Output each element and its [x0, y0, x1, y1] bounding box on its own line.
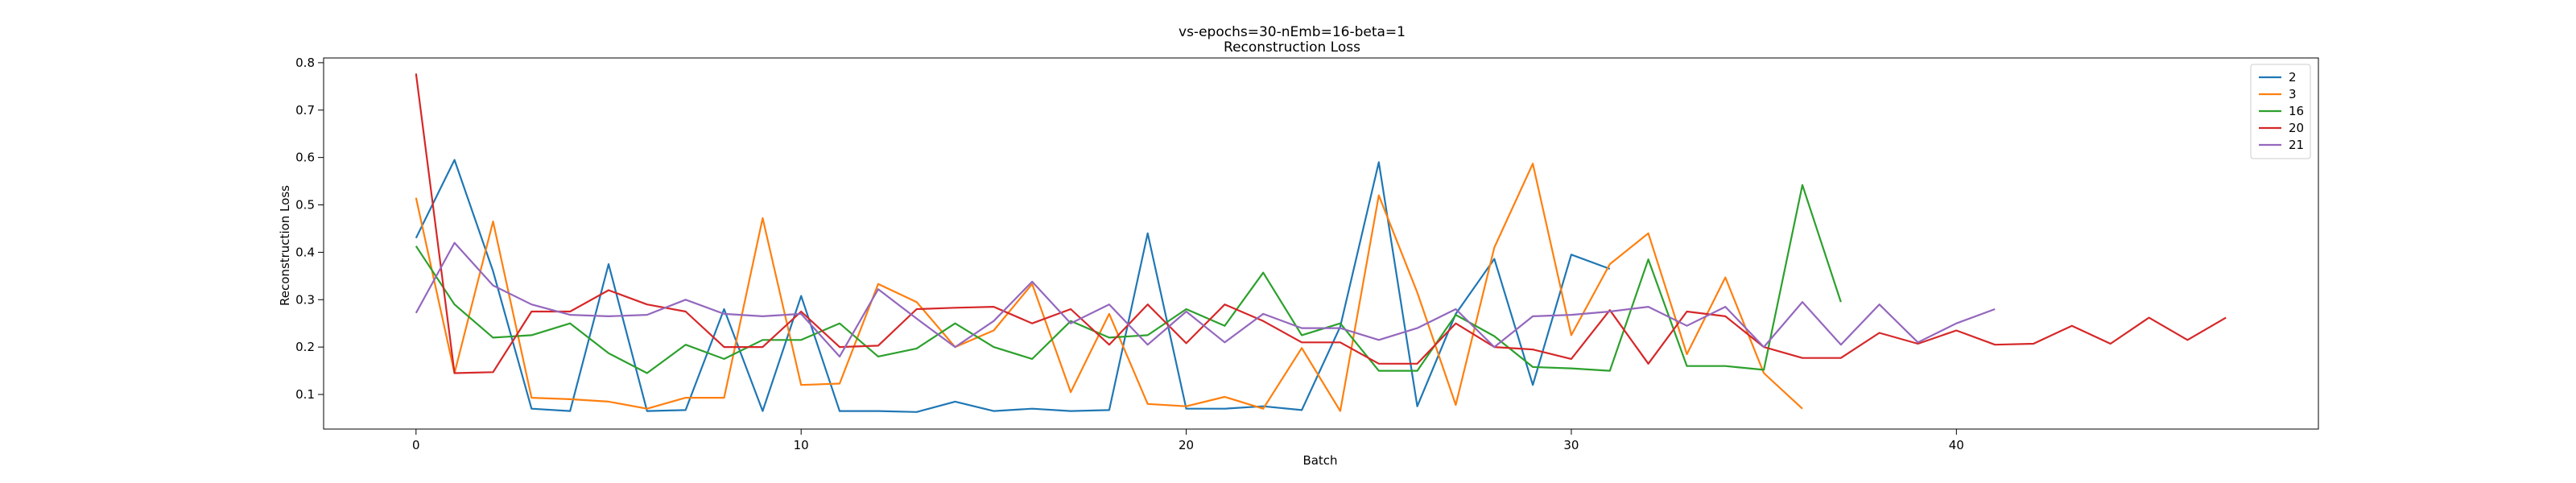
x-tick-label: 30 — [1563, 438, 1579, 452]
y-tick-label: 0.6 — [295, 151, 315, 165]
series-line-2 — [415, 159, 1611, 413]
plot-area-frame — [323, 57, 2319, 430]
y-tick-label: 0.5 — [295, 198, 315, 213]
x-tick-label: 10 — [794, 438, 809, 452]
series-line-3 — [415, 163, 1803, 412]
chart-subtitle: Reconstruction Loss — [1224, 39, 1360, 56]
y-tick-label: 0.8 — [295, 56, 315, 70]
y-axis: 0.1 0.2 0.3 0.4 0.5 0.6 0.7 0.8 — [295, 56, 324, 402]
legend: 2 3 16 20 21 — [2250, 64, 2311, 159]
x-tick-label: 20 — [1179, 438, 1194, 452]
y-tick-label: 0.3 — [295, 292, 315, 307]
chart-title: vs-epochs=30-nEmb=16-beta=1 — [1179, 24, 1406, 40]
legend-label-2: 2 — [2289, 70, 2297, 85]
series-line-21 — [415, 242, 1996, 357]
series-layer — [415, 73, 2227, 413]
y-tick-label: 0.1 — [295, 387, 315, 402]
y-tick-label: 0.4 — [295, 245, 315, 259]
legend-label-16: 16 — [2289, 104, 2304, 118]
y-tick-label: 0.7 — [295, 103, 315, 118]
legend-label-3: 3 — [2289, 87, 2297, 101]
y-tick-label: 0.2 — [295, 340, 315, 354]
legend-label-21: 21 — [2289, 138, 2304, 152]
x-axis: 0 10 20 30 40 — [412, 429, 1964, 452]
y-axis-label: Reconstruction Loss — [278, 185, 292, 306]
x-axis-label: Batch — [1302, 453, 1337, 468]
series-line-20 — [415, 73, 2227, 374]
series-line-16 — [415, 184, 1842, 374]
x-tick-label: 0 — [412, 438, 420, 452]
x-tick-label: 40 — [1949, 438, 1964, 452]
legend-label-20: 20 — [2289, 121, 2304, 135]
